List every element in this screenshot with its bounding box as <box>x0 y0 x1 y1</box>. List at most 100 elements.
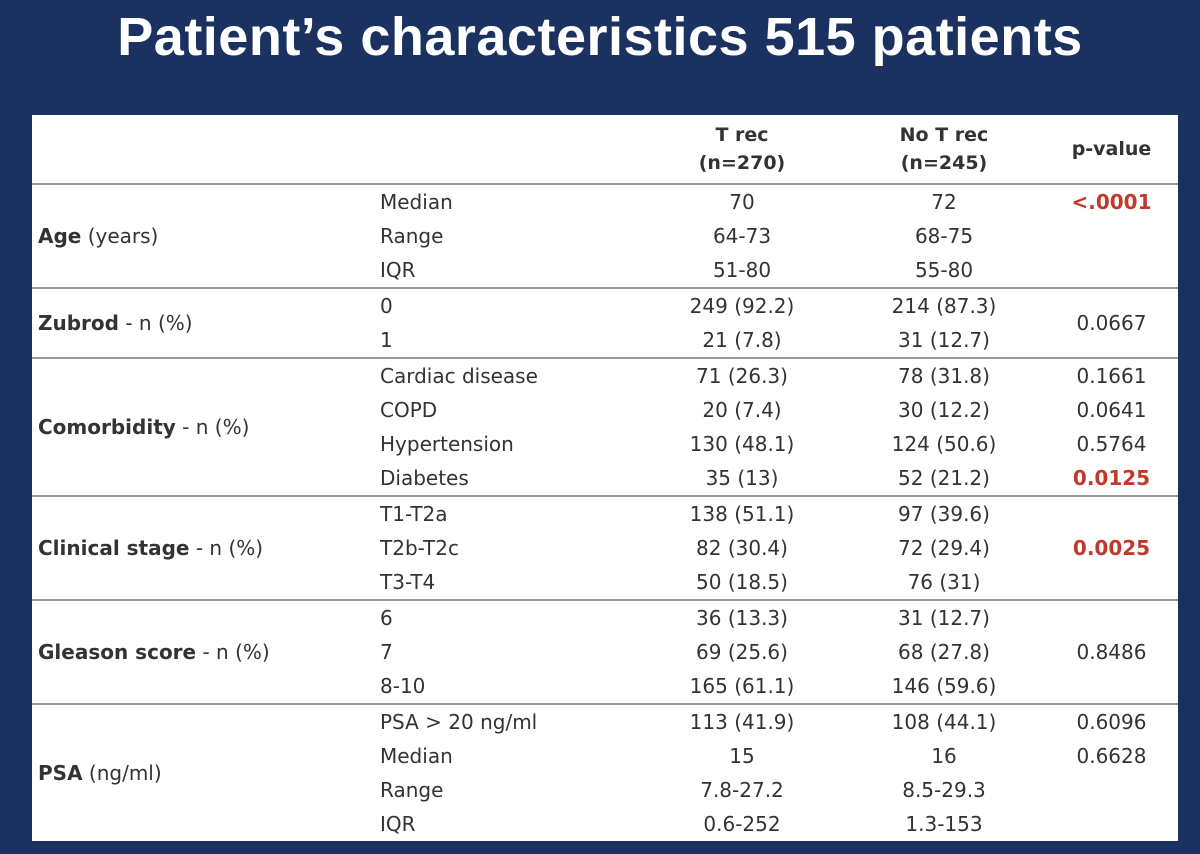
group-unit: (years) <box>87 224 159 248</box>
row-label: Median <box>374 183 641 219</box>
row-label: 6 <box>374 599 641 635</box>
p-value: 0.0641 <box>1076 398 1147 422</box>
table-row: 7 69 (25.6) 68 (27.8) <box>32 635 1178 669</box>
group-name: Gleason score <box>38 640 197 664</box>
p-value <box>1045 219 1178 253</box>
no-t-rec-value: 1.3-153 <box>905 812 983 836</box>
table-row: IQR 51-80 55-80 <box>32 253 1178 288</box>
p-value: <.0001 <box>1045 183 1178 219</box>
group-name: Zubrod <box>38 311 119 335</box>
header-cell: No T rec (n=245) <box>843 115 1045 184</box>
table-row: T3-T4 50 (18.5) 76 (31) <box>32 565 1178 600</box>
table-row: Range 64-73 68-75 <box>32 219 1178 253</box>
p-value: 0.0667 <box>1045 287 1178 358</box>
row-label: Hypertension <box>380 432 514 456</box>
t-rec-value: 20 (7.4) <box>702 398 782 422</box>
t-rec-value: 70 <box>641 183 843 219</box>
p-value: 0.6096 <box>1045 703 1178 739</box>
group-cell: Comorbidity - n (%) <box>32 357 374 496</box>
table-row: Age (years) Median 70 72 <.0001 <box>32 183 1178 288</box>
group-name: Comorbidity <box>38 415 176 439</box>
t-rec-value: 113 (41.9) <box>641 703 843 739</box>
no-t-rec-value: 68-75 <box>914 224 974 248</box>
no-t-rec-value: 31 (12.7) <box>898 328 990 352</box>
t-rec-value: 165 (61.1) <box>689 674 795 698</box>
p-value: 0.5764 <box>1076 432 1147 456</box>
no-t-rec-value: 55-80 <box>914 258 974 282</box>
group-cell: Gleason score - n (%) <box>32 599 374 704</box>
group-unit: - n (%) <box>125 311 193 335</box>
row-label: T3-T4 <box>380 570 436 594</box>
group-cell: Clinical stage - n (%) <box>32 495 374 600</box>
no-t-rec-value: 78 (31.8) <box>843 357 1045 393</box>
row-label: T2b-T2c <box>380 536 459 560</box>
group-cell: PSA (ng/ml) <box>32 703 374 841</box>
group-cell: Zubrod - n (%) <box>32 287 374 358</box>
row-label: 8-10 <box>380 674 426 698</box>
p-value <box>1045 773 1178 807</box>
group-name: Age <box>38 224 82 248</box>
row-label: Range <box>380 778 444 802</box>
row-label: IQR <box>380 812 416 836</box>
table-header: T rec (n=270) No T rec (n=245) p-value <box>32 115 1178 184</box>
t-rec-value: 138 (51.1) <box>641 495 843 531</box>
t-rec-value: 82 (30.4) <box>696 536 788 560</box>
group-unit: - n (%) <box>202 640 270 664</box>
header-cell: T rec (n=270) <box>641 115 843 184</box>
characteristics-table: T rec (n=270) No T rec (n=245) p-value Age… <box>32 115 1178 841</box>
group-unit: (ng/ml) <box>88 761 162 785</box>
t-rec-value: 71 (26.3) <box>641 357 843 393</box>
table-row: Clinical stage - n (%) T1-T2a 138 (51.1) 97… <box>32 495 1178 600</box>
table-row: Median 15 16 0.6628 <box>32 739 1178 773</box>
t-rec-value: 130 (48.1) <box>689 432 795 456</box>
row-label: COPD <box>380 398 438 422</box>
column-label: T rec <box>715 124 769 146</box>
table-row: COPD 20 (7.4) 30 (12.2) 0.0641 <box>32 393 1178 427</box>
t-rec-value: 0.6-252 <box>703 812 781 836</box>
t-rec-value: 50 (18.5) <box>696 570 788 594</box>
no-t-rec-value: 8.5-29.3 <box>902 778 986 802</box>
t-rec-value: 69 (25.6) <box>696 640 788 664</box>
p-value <box>1045 807 1178 841</box>
t-rec-value: 15 <box>729 744 755 768</box>
group-name: PSA <box>38 761 83 785</box>
row-label: Range <box>380 224 444 248</box>
t-rec-value: 51-80 <box>712 258 772 282</box>
table-row: Diabetes 35 (13) 52 (21.2) 0.0125 <box>32 461 1178 496</box>
no-t-rec-value: 146 (59.6) <box>891 674 997 698</box>
row-label: 7 <box>380 640 393 664</box>
no-t-rec-value: 124 (50.6) <box>891 432 997 456</box>
table-row: Comorbidity - n (%) Cardiac disease 71 (26… <box>32 357 1178 496</box>
table-row: IQR 0.6-252 1.3-153 <box>32 807 1178 841</box>
table-row: 1 21 (7.8) 31 (12.7) <box>32 323 1178 358</box>
t-rec-value: 36 (13.3) <box>641 599 843 635</box>
group-cell: Age (years) <box>32 183 374 288</box>
t-rec-value: 64-73 <box>712 224 772 248</box>
no-t-rec-value: 52 (21.2) <box>898 466 990 490</box>
no-t-rec-value: 97 (39.6) <box>843 495 1045 531</box>
row-label: IQR <box>380 258 416 282</box>
group-unit: - n (%) <box>182 415 250 439</box>
p-value: 0.1661 <box>1045 357 1178 393</box>
p-value: 0.0125 <box>1072 466 1151 490</box>
header-cell <box>374 115 641 184</box>
row-label: 1 <box>380 328 393 352</box>
no-t-rec-value: 16 <box>931 744 957 768</box>
no-t-rec-value: 108 (44.1) <box>843 703 1045 739</box>
row-label: Cardiac disease <box>374 357 641 393</box>
table-row: PSA (ng/ml) PSA > 20 ng/ml 113 (41.9) 108 (… <box>32 703 1178 841</box>
table-row: T2b-T2c 82 (30.4) 72 (29.4) <box>32 531 1178 565</box>
t-rec-value: 249 (92.2) <box>641 287 843 323</box>
no-t-rec-value: 72 <box>843 183 1045 219</box>
slide-title: Patient’s characteristics 515 patients <box>117 7 1083 67</box>
column-label: (n=245) <box>900 152 988 174</box>
no-t-rec-value: 68 (27.8) <box>898 640 990 664</box>
t-rec-value: 21 (7.8) <box>702 328 782 352</box>
table-row: 8-10 165 (61.1) 146 (59.6) <box>32 669 1178 704</box>
no-t-rec-value: 72 (29.4) <box>898 536 990 560</box>
table-row: Zubrod - n (%) 0 249 (92.2) 214 (87.3) 0.066… <box>32 287 1178 358</box>
p-value: 0.8486 <box>1045 599 1178 704</box>
table-row: Range 7.8-27.2 8.5-29.3 <box>32 773 1178 807</box>
row-label: PSA > 20 ng/ml <box>374 703 641 739</box>
row-label: T1-T2a <box>374 495 641 531</box>
